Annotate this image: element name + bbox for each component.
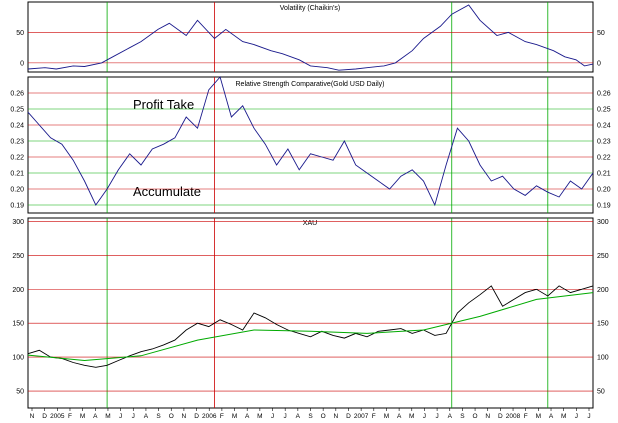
x-tick-label: J bbox=[284, 413, 287, 420]
x-tick-label: M bbox=[257, 413, 262, 420]
profit-take-annotation: Profit Take bbox=[133, 97, 194, 112]
x-tick-label: A bbox=[296, 413, 301, 420]
y-tick-label-right: 50 bbox=[597, 389, 605, 396]
y-tick-label-left: 0.24 bbox=[10, 123, 24, 130]
x-tick-label: N bbox=[182, 413, 187, 420]
x-tick-label: M bbox=[409, 413, 414, 420]
x-tick-label: O bbox=[321, 413, 326, 420]
y-tick-label-left: 0.22 bbox=[10, 155, 24, 162]
x-tick-label: 2006 bbox=[202, 413, 217, 420]
x-tick-label: M bbox=[561, 413, 566, 420]
x-tick-label: A bbox=[397, 413, 402, 420]
y-tick-label-right: 100 bbox=[597, 355, 609, 362]
x-tick-label: M bbox=[384, 413, 389, 420]
y-tick-label-right: 0.19 bbox=[597, 203, 611, 210]
x-tick-label: F bbox=[372, 413, 376, 420]
y-tick-label-right: 0.22 bbox=[597, 155, 611, 162]
y-tick-label-left: 50 bbox=[16, 389, 24, 396]
y-tick-label-right: 50 bbox=[597, 30, 605, 37]
y-tick-label-right: 200 bbox=[597, 287, 609, 294]
x-tick-label: N bbox=[333, 413, 338, 420]
y-tick-label-right: 150 bbox=[597, 321, 609, 328]
volatility-title: Volatility (Chaikin's) bbox=[280, 5, 340, 12]
x-tick-label: 2008 bbox=[506, 413, 521, 420]
y-tick-label-right: 0.21 bbox=[597, 171, 611, 178]
rsc-panel-frame bbox=[27, 76, 594, 214]
x-tick-label: J bbox=[587, 413, 590, 420]
x-tick-label: O bbox=[473, 413, 478, 420]
x-tick-label: J bbox=[423, 413, 426, 420]
volatility-panel-frame bbox=[27, 1, 594, 73]
y-tick-label-left: 250 bbox=[12, 253, 24, 260]
x-tick-label: S bbox=[460, 413, 465, 420]
y-tick-label-left: 0.25 bbox=[10, 107, 24, 114]
y-tick-label-left: 0.21 bbox=[10, 171, 24, 178]
y-tick-label-left: 50 bbox=[16, 30, 24, 37]
y-tick-label-left: 0 bbox=[20, 60, 24, 67]
x-tick-label: J bbox=[132, 413, 135, 420]
y-tick-label-left: 0.19 bbox=[10, 203, 24, 210]
accumulate-annotation: Accumulate bbox=[133, 184, 201, 199]
x-tick-label: S bbox=[308, 413, 313, 420]
x-tick-label: O bbox=[169, 413, 174, 420]
x-tick-label: A bbox=[144, 413, 149, 420]
x-tick-label: J bbox=[435, 413, 438, 420]
x-tick-label: F bbox=[68, 413, 72, 420]
series-line bbox=[27, 76, 594, 207]
x-tick-label: N bbox=[485, 413, 490, 420]
rsc-title: Relative Strength Comparative(Gold USD D… bbox=[236, 81, 385, 88]
series-line bbox=[27, 292, 594, 362]
x-tick-label: M bbox=[105, 413, 110, 420]
x-tick-label: M bbox=[80, 413, 85, 420]
x-tick-label: A bbox=[93, 413, 98, 420]
y-tick-label-right: 0.24 bbox=[597, 123, 611, 130]
y-tick-label-right: 0.20 bbox=[597, 187, 611, 194]
y-tick-label-right: 0 bbox=[597, 60, 601, 67]
y-tick-label-left: 100 bbox=[12, 355, 24, 362]
x-tick-label: N bbox=[30, 413, 35, 420]
x-tick-label: M bbox=[536, 413, 541, 420]
chart-marks: 0 0 50 50 0.19 0.19 0.20 0.20 0.21 0.21 0.22 0.22 0.… bbox=[10, 2, 611, 420]
x-tick-label: D bbox=[346, 413, 351, 420]
xau-title: XAU bbox=[303, 220, 317, 227]
x-tick-label: 2005 bbox=[50, 413, 65, 420]
y-tick-label-left: 200 bbox=[12, 287, 24, 294]
xau-panel-frame bbox=[27, 217, 594, 409]
y-tick-label-right: 300 bbox=[597, 219, 609, 226]
y-tick-label-left: 150 bbox=[12, 321, 24, 328]
x-tick-label: A bbox=[245, 413, 250, 420]
x-tick-label: D bbox=[498, 413, 503, 420]
x-tick-label: F bbox=[220, 413, 224, 420]
x-tick-label: J bbox=[271, 413, 274, 420]
y-tick-label-right: 0.23 bbox=[597, 139, 611, 146]
x-tick-label: A bbox=[448, 413, 453, 420]
x-tick-label: J bbox=[575, 413, 578, 420]
x-tick-label: J bbox=[119, 413, 122, 420]
y-tick-label-right: 0.25 bbox=[597, 107, 611, 114]
x-tick-label: A bbox=[549, 413, 554, 420]
x-tick-label: D bbox=[194, 413, 199, 420]
y-tick-label-left: 0.20 bbox=[10, 187, 24, 194]
series-line bbox=[27, 4, 594, 71]
x-tick-label: S bbox=[156, 413, 161, 420]
x-tick-label: F bbox=[524, 413, 528, 420]
x-tick-label: 2007 bbox=[354, 413, 369, 420]
series-line bbox=[27, 285, 594, 368]
y-tick-label-left: 0.23 bbox=[10, 139, 24, 146]
y-tick-label-right: 0.26 bbox=[597, 91, 611, 98]
x-tick-label: D bbox=[42, 413, 47, 420]
y-tick-label-right: 250 bbox=[597, 253, 609, 260]
x-tick-label: M bbox=[232, 413, 237, 420]
y-tick-label-left: 300 bbox=[12, 219, 24, 226]
y-tick-label-left: 0.26 bbox=[10, 91, 24, 98]
